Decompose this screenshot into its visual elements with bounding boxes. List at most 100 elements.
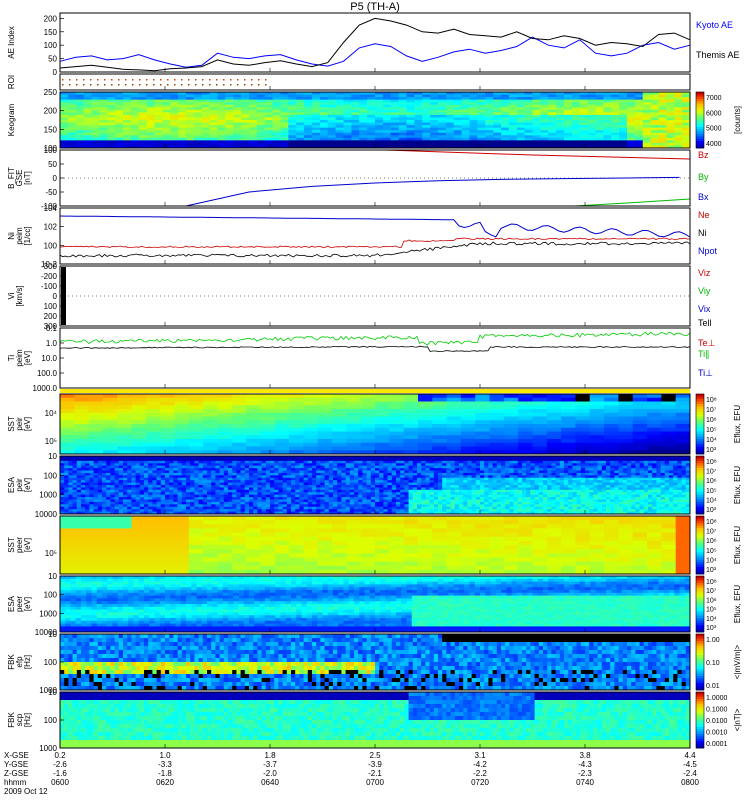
heatmap-cell-esa_i bbox=[257, 492, 262, 496]
heatmap-cell-esa_i bbox=[135, 511, 141, 515]
heatmap-cell-esa_i bbox=[320, 465, 325, 469]
heatmap-cell-esa_i bbox=[64, 509, 69, 512]
heatmap-cell-keogram bbox=[264, 109, 274, 113]
heatmap-cell-esa_i bbox=[417, 501, 422, 505]
y-axis-label-bfield: [nT] bbox=[23, 171, 32, 185]
heatmap-cell-keogram bbox=[540, 145, 549, 149]
heatmap-cell-sst_i bbox=[231, 405, 247, 410]
heatmap-cell-keogram bbox=[335, 117, 344, 121]
heatmap-cell-sst_i bbox=[403, 446, 419, 451]
heatmap-cell-keogram bbox=[327, 104, 337, 108]
heatmap-cell-keogram bbox=[501, 142, 510, 146]
heatmap-cell-keogram bbox=[634, 122, 644, 126]
heatmap-cell-esa_i bbox=[391, 504, 397, 508]
heatmap-cell-keogram bbox=[162, 142, 171, 146]
heatmap-cell-keogram bbox=[272, 92, 281, 95]
heatmap-cell-sst_i bbox=[460, 397, 476, 402]
heatmap-cell-esa_i bbox=[177, 456, 183, 459]
heatmap-cell-keogram bbox=[75, 92, 85, 95]
heatmap-cell-esa_i bbox=[173, 456, 178, 459]
heatmap-cell-esa_i bbox=[358, 487, 363, 491]
heatmap-cell-esa_i bbox=[257, 506, 262, 510]
heatmap-cell-esa_i bbox=[328, 499, 334, 503]
heatmap-cell-esa_i bbox=[173, 509, 178, 512]
heatmap-cell-esa_i bbox=[454, 470, 460, 474]
heatmap-cell-esa_i bbox=[123, 494, 128, 498]
heatmap-cell-sst_i bbox=[217, 409, 233, 414]
heatmap-cell-keogram bbox=[343, 127, 352, 131]
heatmap-cell-sst_i bbox=[417, 427, 433, 432]
heatmap-cell-keogram bbox=[343, 107, 352, 111]
heatmap-cell-esa_i bbox=[106, 487, 111, 491]
heatmap-cell-keogram bbox=[382, 94, 392, 98]
heatmap-cell-esa_i bbox=[60, 494, 65, 498]
heatmap-cell-sst_i bbox=[375, 427, 390, 432]
heatmap-cell-esa_i bbox=[198, 477, 204, 481]
heatmap-cell-keogram bbox=[123, 97, 132, 101]
heatmap-cell-keogram bbox=[414, 137, 423, 141]
heatmap-cell-keogram bbox=[99, 117, 108, 121]
heatmap-cell-esa_i bbox=[106, 463, 111, 467]
heatmap-cell-esa_i bbox=[202, 456, 208, 459]
heatmap-cell-esa_i bbox=[156, 470, 162, 474]
heatmap-cell-keogram bbox=[115, 107, 124, 111]
heatmap-cell-esa_i bbox=[215, 480, 220, 483]
heatmap-cell-esa_i bbox=[194, 494, 199, 498]
heatmap-cell-esa_i bbox=[198, 506, 204, 510]
heatmap-cell-esa_i bbox=[433, 460, 439, 464]
y-axis-label-density: Ni bbox=[7, 232, 16, 240]
heatmap-cell-sst_i bbox=[360, 412, 376, 417]
heatmap-cell-keogram bbox=[650, 127, 659, 131]
heatmap-cell-esa_i bbox=[370, 480, 376, 483]
heatmap-cell-sst_i bbox=[88, 427, 104, 432]
heatmap-cell-keogram bbox=[154, 127, 163, 131]
heatmap-cell-esa_i bbox=[211, 456, 216, 459]
heatmap-cell-esa_i bbox=[417, 470, 422, 474]
heatmap-cell-keogram bbox=[319, 109, 329, 113]
heatmap-cell-esa_i bbox=[362, 497, 367, 500]
heatmap-cell-esa_i bbox=[110, 511, 115, 515]
heatmap-cell-sst_i bbox=[647, 450, 662, 455]
heatmap-cell-esa_i bbox=[370, 485, 376, 488]
heatmap-cell-keogram bbox=[67, 114, 77, 118]
heatmap-cell-sst_i bbox=[403, 424, 419, 429]
heatmap-cell-esa_i bbox=[341, 463, 346, 467]
heatmap-cell-keogram bbox=[658, 127, 667, 131]
heatmap-cell-keogram bbox=[666, 140, 675, 144]
heatmap-cell-esa_i bbox=[190, 499, 195, 503]
heatmap-cell-keogram bbox=[611, 127, 620, 131]
heatmap-cell-sst_i bbox=[503, 450, 519, 455]
heatmap-cell-sst_i bbox=[74, 412, 90, 417]
heatmap-cell-esa_i bbox=[324, 465, 330, 469]
heatmap-cell-keogram bbox=[146, 99, 155, 103]
roi-flag bbox=[174, 79, 176, 81]
heatmap-cell-esa_i bbox=[345, 511, 351, 515]
heatmap-cell-esa_i bbox=[198, 492, 204, 496]
heatmap-cell-keogram bbox=[162, 112, 171, 116]
heatmap-cell-esa_i bbox=[408, 480, 414, 483]
heatmap-cell-sst_i bbox=[246, 442, 261, 447]
heatmap-cell-esa_i bbox=[396, 477, 401, 481]
heatmap-cell-esa_i bbox=[144, 482, 149, 486]
heatmap-cell-esa_i bbox=[93, 485, 99, 488]
heatmap-cell-keogram bbox=[469, 145, 478, 149]
heatmap-cell-esa_i bbox=[169, 506, 174, 510]
heatmap-cell-esa_i bbox=[299, 470, 304, 474]
heatmap-cell-esa_i bbox=[110, 497, 115, 500]
heatmap-cell-keogram bbox=[666, 102, 675, 106]
heatmap-cell-esa_i bbox=[156, 465, 162, 469]
heatmap-cell-keogram bbox=[99, 102, 108, 106]
heatmap-cell-keogram bbox=[170, 145, 179, 149]
heatmap-cell-esa_i bbox=[177, 501, 183, 505]
heatmap-cell-keogram bbox=[130, 145, 140, 149]
heatmap-cell-esa_i bbox=[379, 463, 384, 467]
heatmap-cell-esa_i bbox=[211, 470, 216, 474]
heatmap-cell-sst_i bbox=[489, 420, 505, 425]
heatmap-cell-esa_i bbox=[291, 470, 296, 474]
heatmap-cell-sst_i bbox=[317, 412, 333, 417]
heatmap-cell-esa_i bbox=[383, 482, 388, 486]
heatmap-cell-esa_i bbox=[223, 501, 229, 505]
heatmap-cell-keogram bbox=[256, 107, 266, 111]
heatmap-cell-esa_i bbox=[425, 480, 430, 483]
heatmap-cell-keogram bbox=[241, 140, 250, 144]
